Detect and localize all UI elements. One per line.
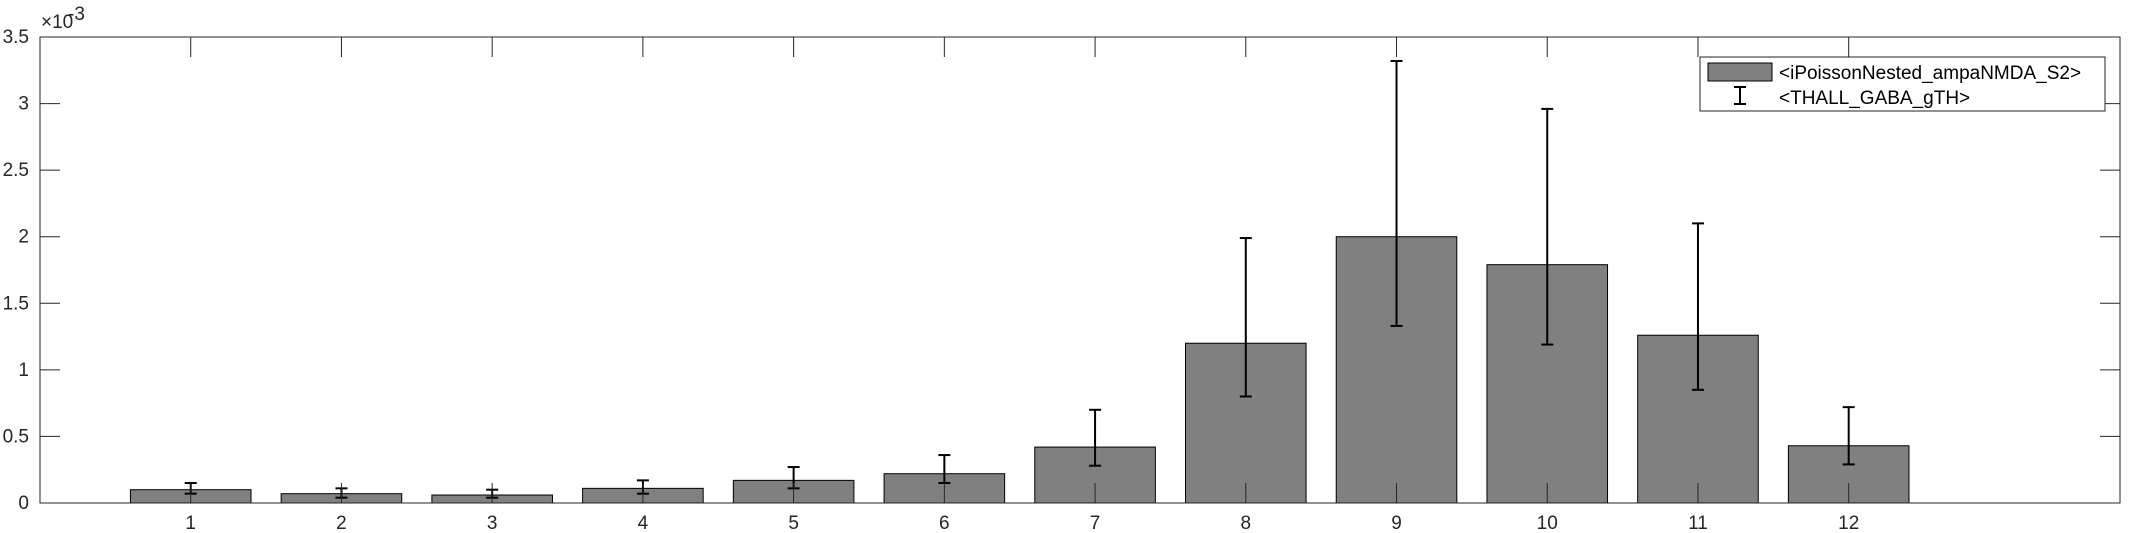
legend-label-bars: <iPoissonNested_ampaNMDA_S2> <box>1779 63 2081 84</box>
error-bar-11 <box>1691 222 1704 391</box>
x-tick-label-9: 9 <box>1391 513 1402 533</box>
y-tick-label-7: 3.5 <box>3 27 29 48</box>
x-tick-label-12: 12 <box>1838 513 1859 533</box>
legend-errorbar-swatch <box>1734 86 1746 105</box>
x-tick-label-3: 3 <box>487 513 498 533</box>
x-tick-label-11: 11 <box>1688 513 1708 533</box>
error-bar-10 <box>1541 107 1554 346</box>
legend-bar-swatch <box>1707 62 1773 82</box>
y-tick-label-2: 1 <box>18 360 29 381</box>
x-tick-label-8: 8 <box>1241 513 1252 533</box>
error-bar-8 <box>1239 237 1252 398</box>
error-bars-group <box>184 59 1855 499</box>
error-bar-9 <box>1390 59 1403 327</box>
y-tick-label-4: 2 <box>18 227 29 248</box>
y-tick-label-5: 2.5 <box>3 160 29 181</box>
x-tick-label-6: 6 <box>939 513 950 533</box>
axes-box <box>39 36 2121 504</box>
x-tick-label-7: 7 <box>1090 513 1101 533</box>
y-exponent-power: -3 <box>68 4 85 25</box>
legend-label-errorbars: <THALL_GABA_gTH> <box>1779 88 1970 109</box>
x-tick-label-1: 1 <box>185 513 196 533</box>
x-tick-label-5: 5 <box>788 513 799 533</box>
x-tick-label-4: 4 <box>638 513 649 533</box>
x-tick-label-10: 10 <box>1537 513 1558 533</box>
legend: <iPoissonNested_ampaNMDA_S2> <THALL_GABA… <box>1699 56 2106 112</box>
plot-area <box>40 37 2120 503</box>
error-bar-12 <box>1842 406 1855 466</box>
y-tick-label-3: 1.5 <box>3 293 29 314</box>
y-tick-label-0: 0 <box>18 493 29 514</box>
y-exponent-label: ×10 <box>41 12 73 33</box>
y-tick-label-6: 3 <box>18 94 29 115</box>
x-tick-label-2: 2 <box>336 513 347 533</box>
y-tick-label-1: 0.5 <box>3 426 29 447</box>
error-bar-7 <box>1089 408 1102 467</box>
